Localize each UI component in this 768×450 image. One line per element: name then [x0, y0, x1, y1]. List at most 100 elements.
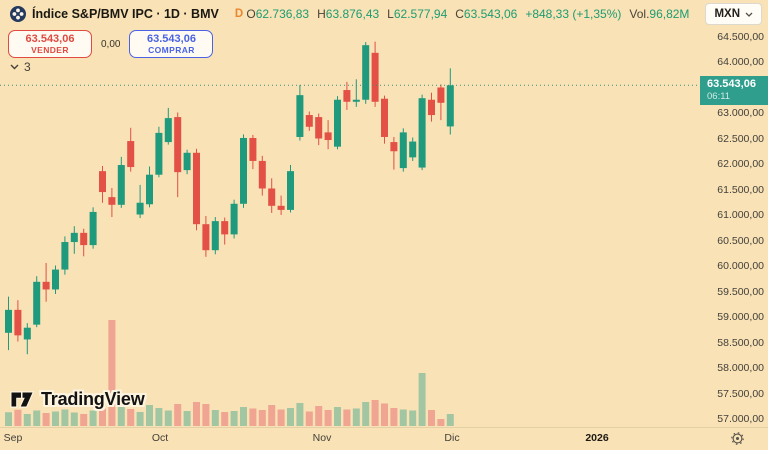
currency-selector[interactable]: MXN	[705, 3, 762, 25]
sell-button[interactable]: 63.543,06 VENDER	[8, 30, 92, 59]
candle-body	[202, 224, 210, 251]
candle-body	[343, 90, 351, 102]
volume-bar	[390, 408, 398, 426]
tradingview-logo[interactable]: TradingView	[10, 389, 145, 410]
price-axis[interactable]: 63.543,06 06:11 64.500,0064.000,0063.500…	[698, 0, 768, 428]
volume-bar	[61, 409, 69, 426]
ohlc-low: L62.577,94	[387, 7, 448, 21]
candle-body	[211, 221, 219, 251]
volume-bar	[155, 408, 163, 426]
buy-button[interactable]: 63.543,06 COMPRAR	[129, 30, 214, 59]
volume-bar	[240, 407, 247, 426]
candle-body	[33, 281, 41, 325]
volume-bar	[202, 404, 210, 426]
candle-body	[221, 221, 229, 235]
candle-body	[371, 52, 379, 102]
current-price-time: 06:11	[707, 91, 731, 103]
candle-body	[89, 211, 97, 246]
price-tick-label: 61.000,00	[717, 209, 764, 221]
candle-body	[268, 188, 276, 206]
candle-body	[42, 281, 50, 290]
chevron-down-icon	[745, 12, 753, 17]
volume-bar	[343, 409, 351, 426]
candle-body	[80, 232, 88, 246]
volume-bar	[52, 411, 59, 426]
volume-bar	[399, 409, 407, 426]
volume-bar	[193, 402, 200, 426]
volume-bar	[381, 403, 388, 426]
volume-bar	[80, 414, 88, 426]
symbol-header-bar: Índice S&P/BMV IPC · 1D · BMV D O62.736,…	[0, 0, 768, 28]
volume-bar	[211, 410, 219, 426]
sell-label: VENDER	[31, 44, 69, 55]
price-tick-label: 64.500,00	[717, 30, 764, 43]
time-tick-label: 2026	[585, 432, 609, 444]
candle-body	[193, 152, 200, 225]
volume-bar	[324, 410, 332, 426]
volume-bar	[33, 410, 41, 426]
candle-body	[240, 137, 247, 204]
ohlc-open: O62.736,83	[246, 7, 310, 21]
volume-bar	[258, 410, 266, 426]
price-tick-label: 62.000,00	[717, 158, 764, 170]
candle-body	[61, 242, 69, 270]
buy-price: 63.543,06	[147, 33, 196, 45]
candle-body	[277, 205, 285, 210]
candle-body	[428, 99, 435, 116]
volume-bar	[352, 408, 360, 426]
price-tick-label: 59.500,00	[717, 285, 764, 298]
symbol-title[interactable]: Índice S&P/BMV IPC · 1D · BMV	[32, 7, 219, 21]
symbol-info: Índice S&P/BMV IPC · 1D · BMV D	[10, 6, 243, 22]
ohlc-close: C63.543,06	[455, 7, 518, 21]
candle-body	[127, 141, 135, 168]
volume-bar	[99, 408, 106, 426]
volume-bar	[334, 407, 341, 426]
volume-bar	[277, 409, 285, 426]
candle-body	[70, 232, 78, 243]
candle-body	[23, 327, 31, 340]
candle-body	[117, 165, 125, 205]
candle-body	[418, 98, 426, 168]
volume-bar	[428, 410, 435, 426]
indicators-collapse-toggle[interactable]: 3	[10, 60, 31, 74]
price-tick-label: 62.500,00	[717, 132, 764, 145]
candle-body	[305, 115, 313, 127]
current-price-value: 63.543,06	[707, 78, 756, 91]
volume-bar	[89, 410, 97, 426]
candle-body	[362, 45, 370, 100]
candle-body	[409, 141, 417, 158]
buy-label: COMPRAR	[148, 44, 195, 55]
tradingview-logo-icon	[10, 391, 35, 408]
trade-panel: 63.543,06 VENDER 0,00 63.543,06 COMPRAR	[8, 30, 214, 59]
time-axis[interactable]: Sep Oct Nov Dic 2026	[0, 427, 768, 450]
candle-body	[5, 309, 12, 333]
ohlc-high: H63.876,43	[317, 7, 380, 21]
volume-bar	[315, 406, 323, 426]
candle-body	[399, 132, 407, 169]
chevron-down-icon	[10, 64, 19, 70]
price-tick-label: 57.000,00	[717, 413, 764, 425]
volume-bar	[409, 410, 417, 426]
currency-value: MXN	[714, 8, 740, 20]
volume-bar	[362, 402, 370, 426]
volume-bar	[296, 403, 304, 426]
interval-letter[interactable]: D	[234, 8, 244, 20]
price-tick-label: 58.500,00	[717, 336, 764, 349]
price-tick-label: 64.000,00	[717, 56, 764, 68]
volume-bar	[70, 412, 78, 426]
volume-readout: Vol.96,82M	[629, 7, 690, 21]
time-tick-label: Oct	[151, 432, 169, 444]
volume-bar	[164, 410, 172, 426]
candle-body	[230, 203, 238, 235]
volume-bar	[127, 409, 135, 426]
candle-body	[146, 174, 153, 205]
candle-body	[390, 142, 398, 152]
candle-body	[183, 152, 191, 171]
candle-body	[296, 95, 304, 137]
scale-settings-gear-icon[interactable]	[731, 432, 744, 445]
volume-bar	[446, 414, 454, 426]
candle-body	[258, 160, 266, 189]
volume-bar	[174, 404, 182, 426]
